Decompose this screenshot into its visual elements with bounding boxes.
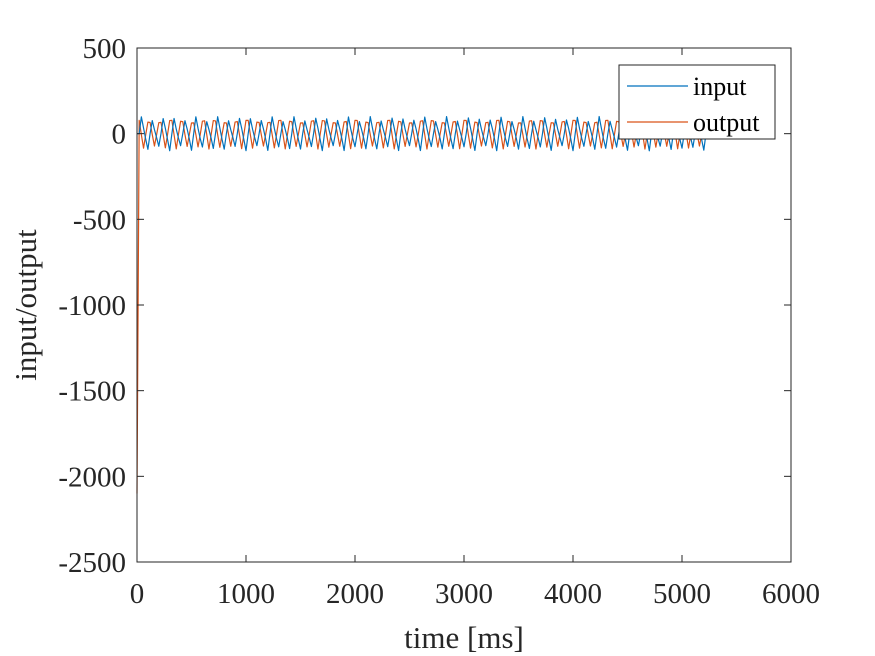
series-line-input bbox=[137, 115, 707, 152]
legend-box bbox=[618, 64, 776, 140]
series-line-output bbox=[136, 119, 707, 494]
y-tick-label: -2500 bbox=[58, 547, 126, 579]
x-tick-label: 6000 bbox=[762, 578, 820, 610]
legend: input output bbox=[618, 64, 776, 140]
y-tick-label: -1500 bbox=[58, 376, 126, 408]
y-tick-label: 500 bbox=[83, 33, 127, 65]
x-tick-label: 3000 bbox=[435, 578, 493, 610]
y-tick-label: -2000 bbox=[58, 461, 126, 493]
y-axis-label: input/output bbox=[8, 229, 43, 381]
y-tick-label: -500 bbox=[73, 204, 126, 236]
x-tick-label: 2000 bbox=[326, 578, 384, 610]
series-layer bbox=[136, 115, 707, 494]
x-tick-label: 4000 bbox=[544, 578, 602, 610]
x-tick-label: 0 bbox=[130, 578, 145, 610]
y-tick-label: 0 bbox=[112, 119, 127, 151]
x-axis-label: time [ms] bbox=[404, 620, 524, 655]
x-tick-label: 5000 bbox=[653, 578, 711, 610]
legend-label-output: output bbox=[693, 108, 760, 137]
x-tick-label: 1000 bbox=[217, 578, 275, 610]
y-tick-label: -1000 bbox=[58, 290, 126, 322]
ticks-layer: 0 1000 2000 3000 4000 5000 60005000-500-1000-1… bbox=[58, 33, 820, 610]
legend-label-input: input bbox=[693, 72, 747, 101]
